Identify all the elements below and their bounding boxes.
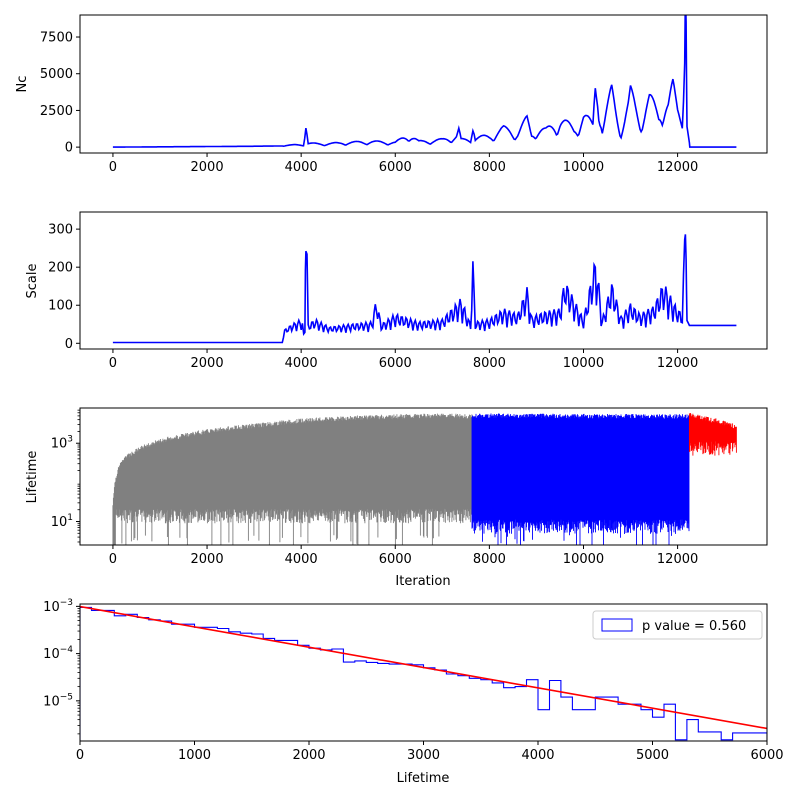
series-line [112,234,737,344]
x-tick-label: 0 [109,160,117,175]
legend-swatch [601,618,633,632]
y-tick-label: 100 [48,299,73,314]
y-axis-label: Scale [25,264,40,299]
x-tick-label: 8000 [473,356,506,371]
y-tick-label: 200 [48,261,73,276]
x-tick-label: 6000 [750,748,783,763]
x-tick-label: 5000 [636,748,669,763]
panel-lifetime-iteration: 0 2000 4000 6000 8000 10000 12000 103 101 Lifeti… [25,407,768,589]
x-tick-label: 10000 [563,160,604,175]
y-tick-label: 5000 [40,67,73,82]
y-tick-label: 300 [48,223,73,238]
x-tick-label: 10000 [563,356,604,371]
x-tick-label: 4000 [521,748,554,763]
x-tick-label: 2000 [191,356,224,371]
x-tick-label: 12000 [657,160,698,175]
axes-frame [79,211,768,350]
y-tick-label: 0 [65,141,73,156]
x-tick-label: 3000 [407,748,440,763]
legend-label: p value = 0.560 [642,619,746,634]
panel-scale: 0 2000 4000 6000 8000 10000 12000 0 100 200 300 Sc… [25,211,768,371]
legend: p value = 0.560 [592,610,763,640]
x-tick-label: 4000 [285,160,318,175]
x-tick-label: 2000 [191,160,224,175]
x-axis-label: Lifetime [397,771,450,786]
x-tick-label: 8000 [473,552,506,567]
x-tick-label: 6000 [379,356,412,371]
y-tick-label: 10−3 [43,598,73,615]
x-tick-label: 8000 [473,160,506,175]
x-tick-label: 6000 [379,160,412,175]
x-tick-label: 4000 [285,552,318,567]
x-tick-label: 2000 [191,552,224,567]
histogram-step [80,606,767,741]
x-tick-label: 0 [109,356,117,371]
series-0-trace [112,413,473,545]
y-axis-label: Lifetime [25,451,40,504]
y-tick-label: 10−5 [43,692,73,709]
series-2-trace [688,413,737,456]
panel-lifetime-histogram: 0 1000 2000 3000 4000 5000 6000 10−3 10−4 10−5 Li… [43,598,783,786]
panel-nc: 0 2000 4000 6000 8000 10000 12000 0 2500 5000 7500… [15,14,768,175]
x-tick-label: 2000 [292,748,325,763]
axes-frame [79,407,768,546]
y-tick-label: 101 [51,513,73,530]
axes-frame [79,14,768,154]
y-axis-label: Nc [15,76,30,93]
series-1-trace [471,413,690,545]
x-tick-label: 12000 [657,356,698,371]
x-tick-label: 0 [76,748,84,763]
x-tick-label: 4000 [285,356,318,371]
x-axis-label: Iteration [395,574,450,589]
x-tick-label: 0 [109,552,117,567]
fit-line [80,605,767,730]
x-tick-label: 6000 [379,552,412,567]
x-tick-label: 12000 [657,552,698,567]
y-tick-label: 2500 [40,104,73,119]
y-tick-label: 7500 [40,31,73,46]
x-tick-label: 10000 [563,552,604,567]
y-tick-label: 103 [51,435,73,452]
y-tick-label: 10−4 [43,645,73,662]
x-tick-label: 1000 [178,748,211,763]
y-tick-label: 0 [65,337,73,352]
series-line [112,15,737,148]
